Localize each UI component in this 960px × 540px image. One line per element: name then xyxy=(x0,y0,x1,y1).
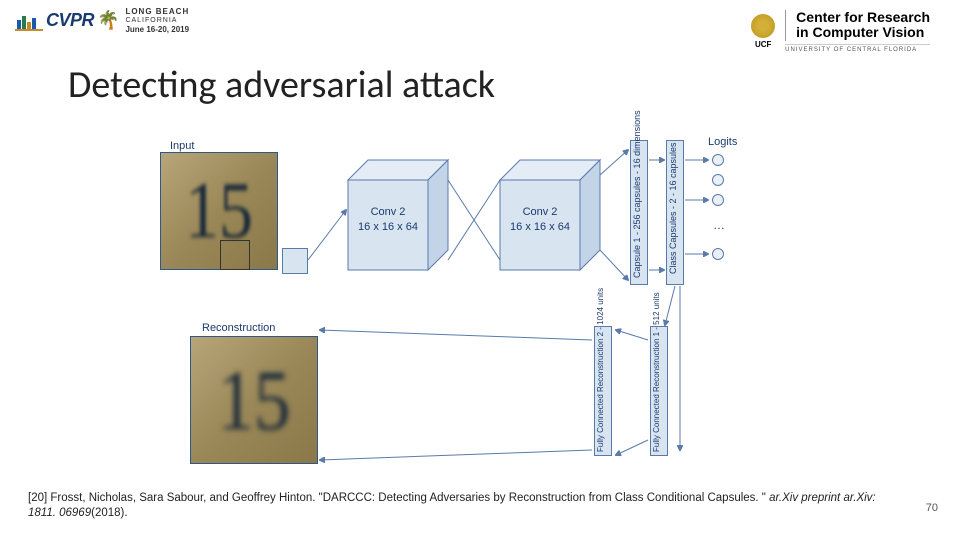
ucf-abbr: UCF xyxy=(755,40,771,49)
ucf-center-name: Center for Research in Computer Vision xyxy=(785,10,930,41)
citation-tail: (2018). xyxy=(91,507,127,519)
slide-header: CVPR 🌴 LONG BEACH CALIFORNIA June 16-20,… xyxy=(0,5,960,55)
reconstruction-digit: 15 xyxy=(217,350,290,450)
cvpr-location: LONG BEACH xyxy=(125,7,189,17)
palm-icon: 🌴 xyxy=(97,10,119,31)
citation-body: [20] Frosst, Nicholas, Sara Sabour, and … xyxy=(28,492,769,504)
cityscape-icon xyxy=(15,10,43,32)
ucf-seal-block: UCF xyxy=(751,14,775,49)
fc1-label: Fully Connected Reconstruction 1 - 512 u… xyxy=(652,330,661,452)
ucf-text-block: Center for Research in Computer Vision U… xyxy=(785,10,930,53)
cvpr-region: CALIFORNIA xyxy=(125,17,189,25)
ucf-university: UNIVERSITY OF CENTRAL FLORIDA xyxy=(785,44,930,53)
cvpr-mark: CVPR 🌴 xyxy=(15,10,119,32)
fc2-label: Fully Connected Reconstruction 2 - 1024 … xyxy=(596,330,605,452)
architecture-diagram: Input 15 Conv 2 16 x 16 x 64 Conv 2 16 x… xyxy=(160,130,860,470)
cvpr-dates: June 16-20, 2019 xyxy=(125,25,189,35)
slide-title: Detecting adversarial attack xyxy=(68,62,495,108)
cvpr-wordmark: CVPR xyxy=(46,10,94,31)
reconstruction-label: Reconstruction xyxy=(202,322,275,334)
ucf-seal-icon xyxy=(751,14,775,38)
ucf-logo: UCF Center for Research in Computer Visi… xyxy=(751,10,930,53)
cvpr-logo: CVPR 🌴 LONG BEACH CALIFORNIA June 16-20,… xyxy=(15,7,189,35)
citation-text: [20] Frosst, Nicholas, Sara Sabour, and … xyxy=(28,491,900,522)
reconstruction-image: 15 xyxy=(190,336,318,464)
page-number: 70 xyxy=(926,502,938,514)
cvpr-meta: LONG BEACH CALIFORNIA June 16-20, 2019 xyxy=(125,7,189,35)
